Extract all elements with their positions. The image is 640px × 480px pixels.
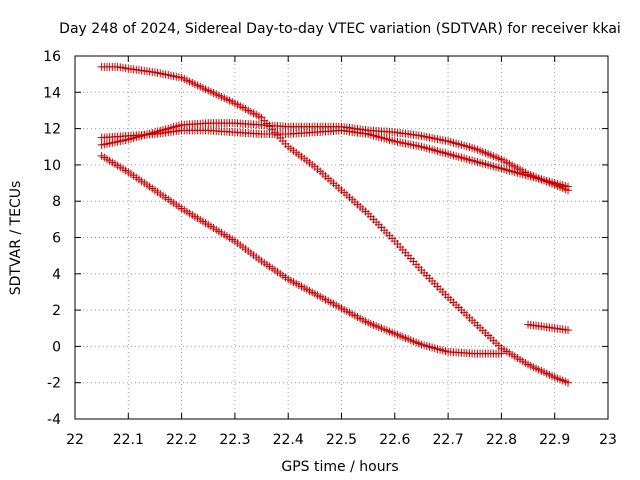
y-axis: -4 -2 0 2 4 6 8 10 12 14 16: [43, 49, 608, 428]
y-tick-label: 2: [52, 303, 61, 319]
x-tick-label: 22: [66, 432, 84, 448]
data-point: [497, 349, 506, 358]
x-tick-label: 22.7: [433, 432, 464, 448]
x-tick-label: 22.9: [539, 432, 570, 448]
y-tick-label: 6: [52, 231, 61, 247]
x-axis-label: GPS time / hours: [281, 459, 398, 475]
y-tick-label: 12: [43, 122, 61, 138]
series-5: [524, 320, 573, 335]
x-tick-label: 22.5: [326, 432, 357, 448]
y-tick-label: -2: [47, 376, 61, 392]
chart-title: Day 248 of 2024, Sidereal Day-to-day VTE…: [59, 21, 621, 37]
x-tick-label: 23: [599, 432, 617, 448]
x-axis: 22 22.1 22.2 22.3 22.4 22.5 22.6 22.7 22.8 22.9 23: [66, 56, 617, 448]
y-tick-label: -4: [47, 412, 61, 428]
data-point: [564, 182, 573, 191]
y-tick-label: 16: [43, 49, 61, 65]
y-axis-label: SDTVAR / TECUs: [8, 181, 24, 296]
data-point: [564, 326, 573, 335]
y-tick-label: 4: [52, 267, 61, 283]
x-tick-label: 22.8: [486, 432, 517, 448]
y-tick-label: 8: [52, 194, 61, 210]
series-1: [97, 62, 573, 387]
data-points: [97, 62, 573, 387]
x-tick-label: 22.4: [273, 432, 304, 448]
x-tick-label: 22.2: [166, 432, 197, 448]
x-tick-label: 22.3: [219, 432, 250, 448]
gridlines: [75, 56, 608, 419]
series-4: [97, 126, 573, 191]
series-2: [97, 151, 506, 358]
x-tick-label: 22.1: [113, 432, 144, 448]
x-tick-label: 22.6: [379, 432, 410, 448]
y-tick-label: 14: [43, 85, 61, 101]
y-tick-label: 0: [52, 339, 61, 355]
data-point: [564, 378, 573, 387]
y-tick-label: 10: [43, 158, 61, 174]
